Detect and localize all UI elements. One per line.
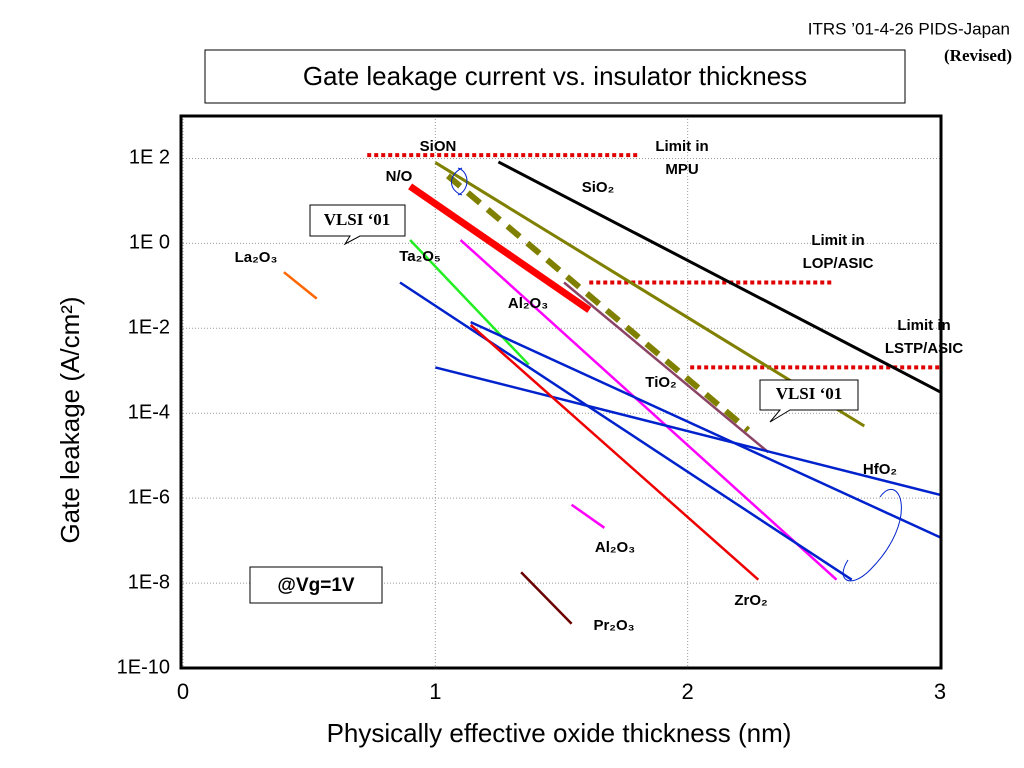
series-line bbox=[408, 183, 592, 313]
annotation: SiO₂ bbox=[582, 179, 615, 196]
series-line bbox=[459, 239, 838, 581]
series-line bbox=[520, 571, 573, 625]
annotation: Limit in bbox=[811, 232, 864, 249]
series-line bbox=[399, 281, 853, 581]
title-box bbox=[204, 49, 906, 104]
annotation: Limit in bbox=[897, 317, 950, 334]
series-line bbox=[435, 366, 941, 497]
series-line bbox=[497, 160, 941, 394]
y-tick-label: 1E-6 bbox=[128, 486, 170, 508]
annotation: Al₂O₃ bbox=[595, 539, 635, 556]
annotation: MPU bbox=[665, 161, 698, 178]
bracket bbox=[451, 167, 468, 196]
annotation: Pr₂O₃ bbox=[593, 617, 634, 634]
chart-title: Gate leakage current vs. insulator thick… bbox=[303, 61, 807, 91]
series-line bbox=[446, 173, 751, 433]
y-tick-label: 1E-8 bbox=[128, 571, 170, 593]
y-tick-label: 1E 0 bbox=[129, 232, 170, 254]
annotation: Limit in bbox=[655, 138, 708, 155]
y-tick-label: 1E 2 bbox=[129, 147, 170, 169]
series-line bbox=[470, 320, 941, 539]
annotation: LOP/ASIC bbox=[803, 255, 874, 272]
x-axis-label: Physically effective oxide thickness (nm… bbox=[327, 718, 792, 748]
header: ITRS ’01-4-26 PIDS-Japan bbox=[808, 19, 1010, 38]
condition: @Vg=1V bbox=[277, 575, 354, 596]
y-axis-label: Gate leakage (A/cm²) bbox=[55, 296, 85, 543]
callout-box bbox=[309, 204, 406, 246]
series-line bbox=[469, 324, 760, 581]
series-line bbox=[563, 281, 770, 454]
callout-box bbox=[759, 379, 859, 423]
annotation: HfO₂ bbox=[863, 461, 897, 478]
y-tick-label: 1E-10 bbox=[117, 656, 170, 678]
series-line bbox=[283, 271, 318, 300]
x-tick-label: 1 bbox=[429, 679, 441, 704]
annotation: N/O bbox=[386, 168, 413, 185]
x-tick-label: 0 bbox=[177, 679, 189, 704]
annotation: SiON bbox=[420, 138, 457, 155]
callout: VLSI ‘01 bbox=[324, 210, 391, 229]
x-tick-label: 2 bbox=[682, 679, 694, 704]
annotation: Al₂O₃ bbox=[508, 295, 548, 312]
y-tick-label: 1E-4 bbox=[128, 402, 170, 424]
series-line bbox=[409, 239, 530, 366]
bracket bbox=[842, 489, 902, 582]
condition-box bbox=[249, 566, 383, 604]
annotation: ZrO₂ bbox=[734, 592, 767, 609]
y-tick-label: 1E-2 bbox=[128, 317, 170, 339]
revised: (Revised) bbox=[944, 46, 1012, 65]
series-line bbox=[570, 503, 606, 529]
annotation: TiO₂ bbox=[645, 374, 676, 391]
annotation: LSTP/ASIC bbox=[885, 340, 964, 357]
callout: VLSI ‘01 bbox=[776, 384, 843, 403]
plot-frame bbox=[179, 114, 943, 670]
x-tick-label: 3 bbox=[934, 679, 946, 704]
annotation: La₂O₃ bbox=[235, 249, 278, 266]
annotation: Ta₂O₅ bbox=[399, 248, 441, 265]
